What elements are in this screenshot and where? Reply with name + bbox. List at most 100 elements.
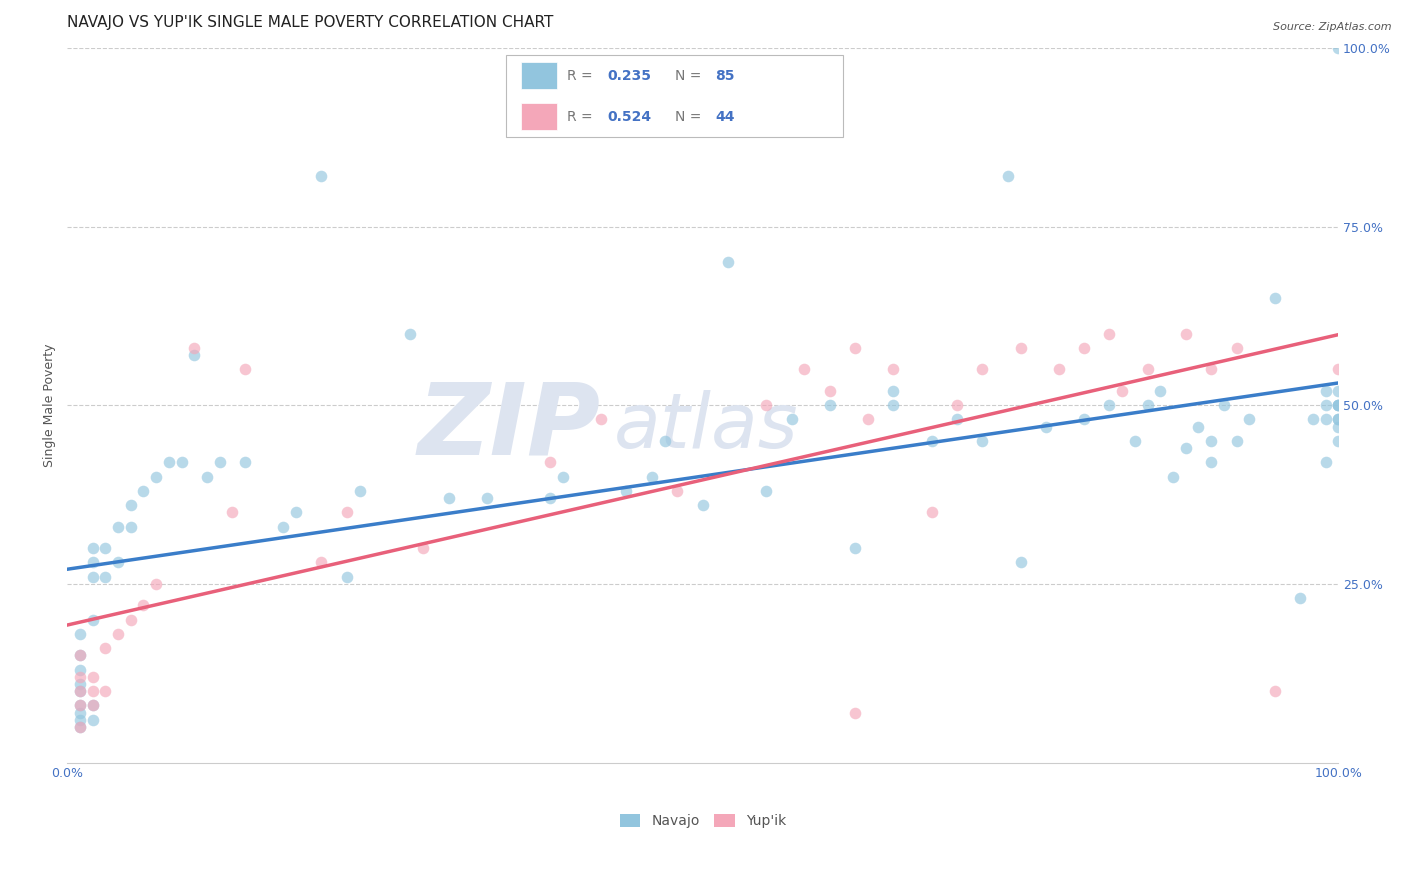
- Point: [399, 326, 422, 341]
- Point: [69, 663, 91, 677]
- Point: [120, 519, 142, 533]
- Point: [946, 398, 969, 412]
- Point: [1264, 291, 1286, 305]
- Point: [271, 519, 294, 533]
- FancyBboxPatch shape: [522, 62, 557, 89]
- Point: [183, 341, 205, 355]
- Point: [1098, 398, 1121, 412]
- Text: 44: 44: [716, 110, 735, 124]
- Point: [1035, 419, 1057, 434]
- Point: [145, 469, 167, 483]
- Point: [692, 498, 714, 512]
- Point: [1226, 434, 1249, 448]
- Point: [818, 398, 841, 412]
- Point: [69, 713, 91, 727]
- Point: [641, 469, 664, 483]
- Point: [589, 412, 612, 426]
- Point: [82, 541, 104, 556]
- Point: [1315, 398, 1337, 412]
- Point: [82, 613, 104, 627]
- Point: [538, 491, 561, 505]
- Point: [946, 412, 969, 426]
- Text: Source: ZipAtlas.com: Source: ZipAtlas.com: [1274, 22, 1392, 32]
- Point: [1174, 441, 1197, 455]
- Point: [856, 412, 879, 426]
- Point: [233, 455, 256, 469]
- Point: [1073, 341, 1095, 355]
- Point: [132, 599, 155, 613]
- Point: [997, 169, 1019, 184]
- Point: [94, 570, 117, 584]
- Point: [82, 698, 104, 713]
- Point: [1327, 362, 1350, 376]
- Point: [69, 698, 91, 713]
- Point: [1315, 412, 1337, 426]
- Point: [183, 348, 205, 362]
- Point: [1327, 398, 1350, 412]
- Point: [717, 255, 740, 269]
- Point: [69, 648, 91, 663]
- Point: [844, 706, 866, 720]
- Point: [972, 362, 994, 376]
- Point: [1199, 362, 1222, 376]
- Point: [94, 641, 117, 656]
- Text: N =: N =: [675, 110, 706, 124]
- Text: N =: N =: [675, 69, 706, 83]
- Point: [69, 684, 91, 698]
- Text: R =: R =: [567, 110, 596, 124]
- Point: [208, 455, 231, 469]
- Point: [921, 434, 943, 448]
- Point: [69, 677, 91, 691]
- Point: [1136, 362, 1159, 376]
- Point: [82, 670, 104, 684]
- Point: [69, 698, 91, 713]
- Point: [972, 434, 994, 448]
- Point: [69, 706, 91, 720]
- Point: [221, 505, 243, 519]
- Point: [1264, 684, 1286, 698]
- Point: [1149, 384, 1171, 398]
- Text: 85: 85: [716, 69, 735, 83]
- Point: [1073, 412, 1095, 426]
- Point: [780, 412, 803, 426]
- Point: [755, 483, 778, 498]
- Point: [336, 505, 359, 519]
- Point: [132, 483, 155, 498]
- Point: [1327, 412, 1350, 426]
- Point: [82, 713, 104, 727]
- Text: R =: R =: [567, 69, 596, 83]
- Point: [145, 577, 167, 591]
- Point: [107, 556, 129, 570]
- Point: [437, 491, 460, 505]
- Text: NAVAJO VS YUP'IK SINGLE MALE POVERTY CORRELATION CHART: NAVAJO VS YUP'IK SINGLE MALE POVERTY COR…: [67, 15, 554, 30]
- Point: [844, 341, 866, 355]
- Point: [94, 541, 117, 556]
- Point: [475, 491, 498, 505]
- Point: [285, 505, 308, 519]
- Legend: Navajo, Yup'ik: Navajo, Yup'ik: [614, 809, 792, 834]
- Point: [94, 684, 117, 698]
- Point: [1123, 434, 1146, 448]
- FancyBboxPatch shape: [506, 55, 842, 137]
- Point: [82, 684, 104, 698]
- Point: [1199, 434, 1222, 448]
- Point: [1302, 412, 1324, 426]
- Point: [69, 720, 91, 734]
- Point: [1199, 455, 1222, 469]
- Point: [755, 398, 778, 412]
- Point: [69, 720, 91, 734]
- Point: [1098, 326, 1121, 341]
- Point: [107, 627, 129, 641]
- Point: [1187, 419, 1209, 434]
- Point: [1315, 384, 1337, 398]
- Text: atlas: atlas: [614, 390, 799, 464]
- Point: [1226, 341, 1249, 355]
- Point: [1161, 469, 1184, 483]
- Point: [82, 570, 104, 584]
- Point: [82, 698, 104, 713]
- Point: [1047, 362, 1070, 376]
- Point: [616, 483, 638, 498]
- Point: [311, 169, 333, 184]
- Text: 0.235: 0.235: [607, 69, 651, 83]
- Point: [1289, 591, 1312, 606]
